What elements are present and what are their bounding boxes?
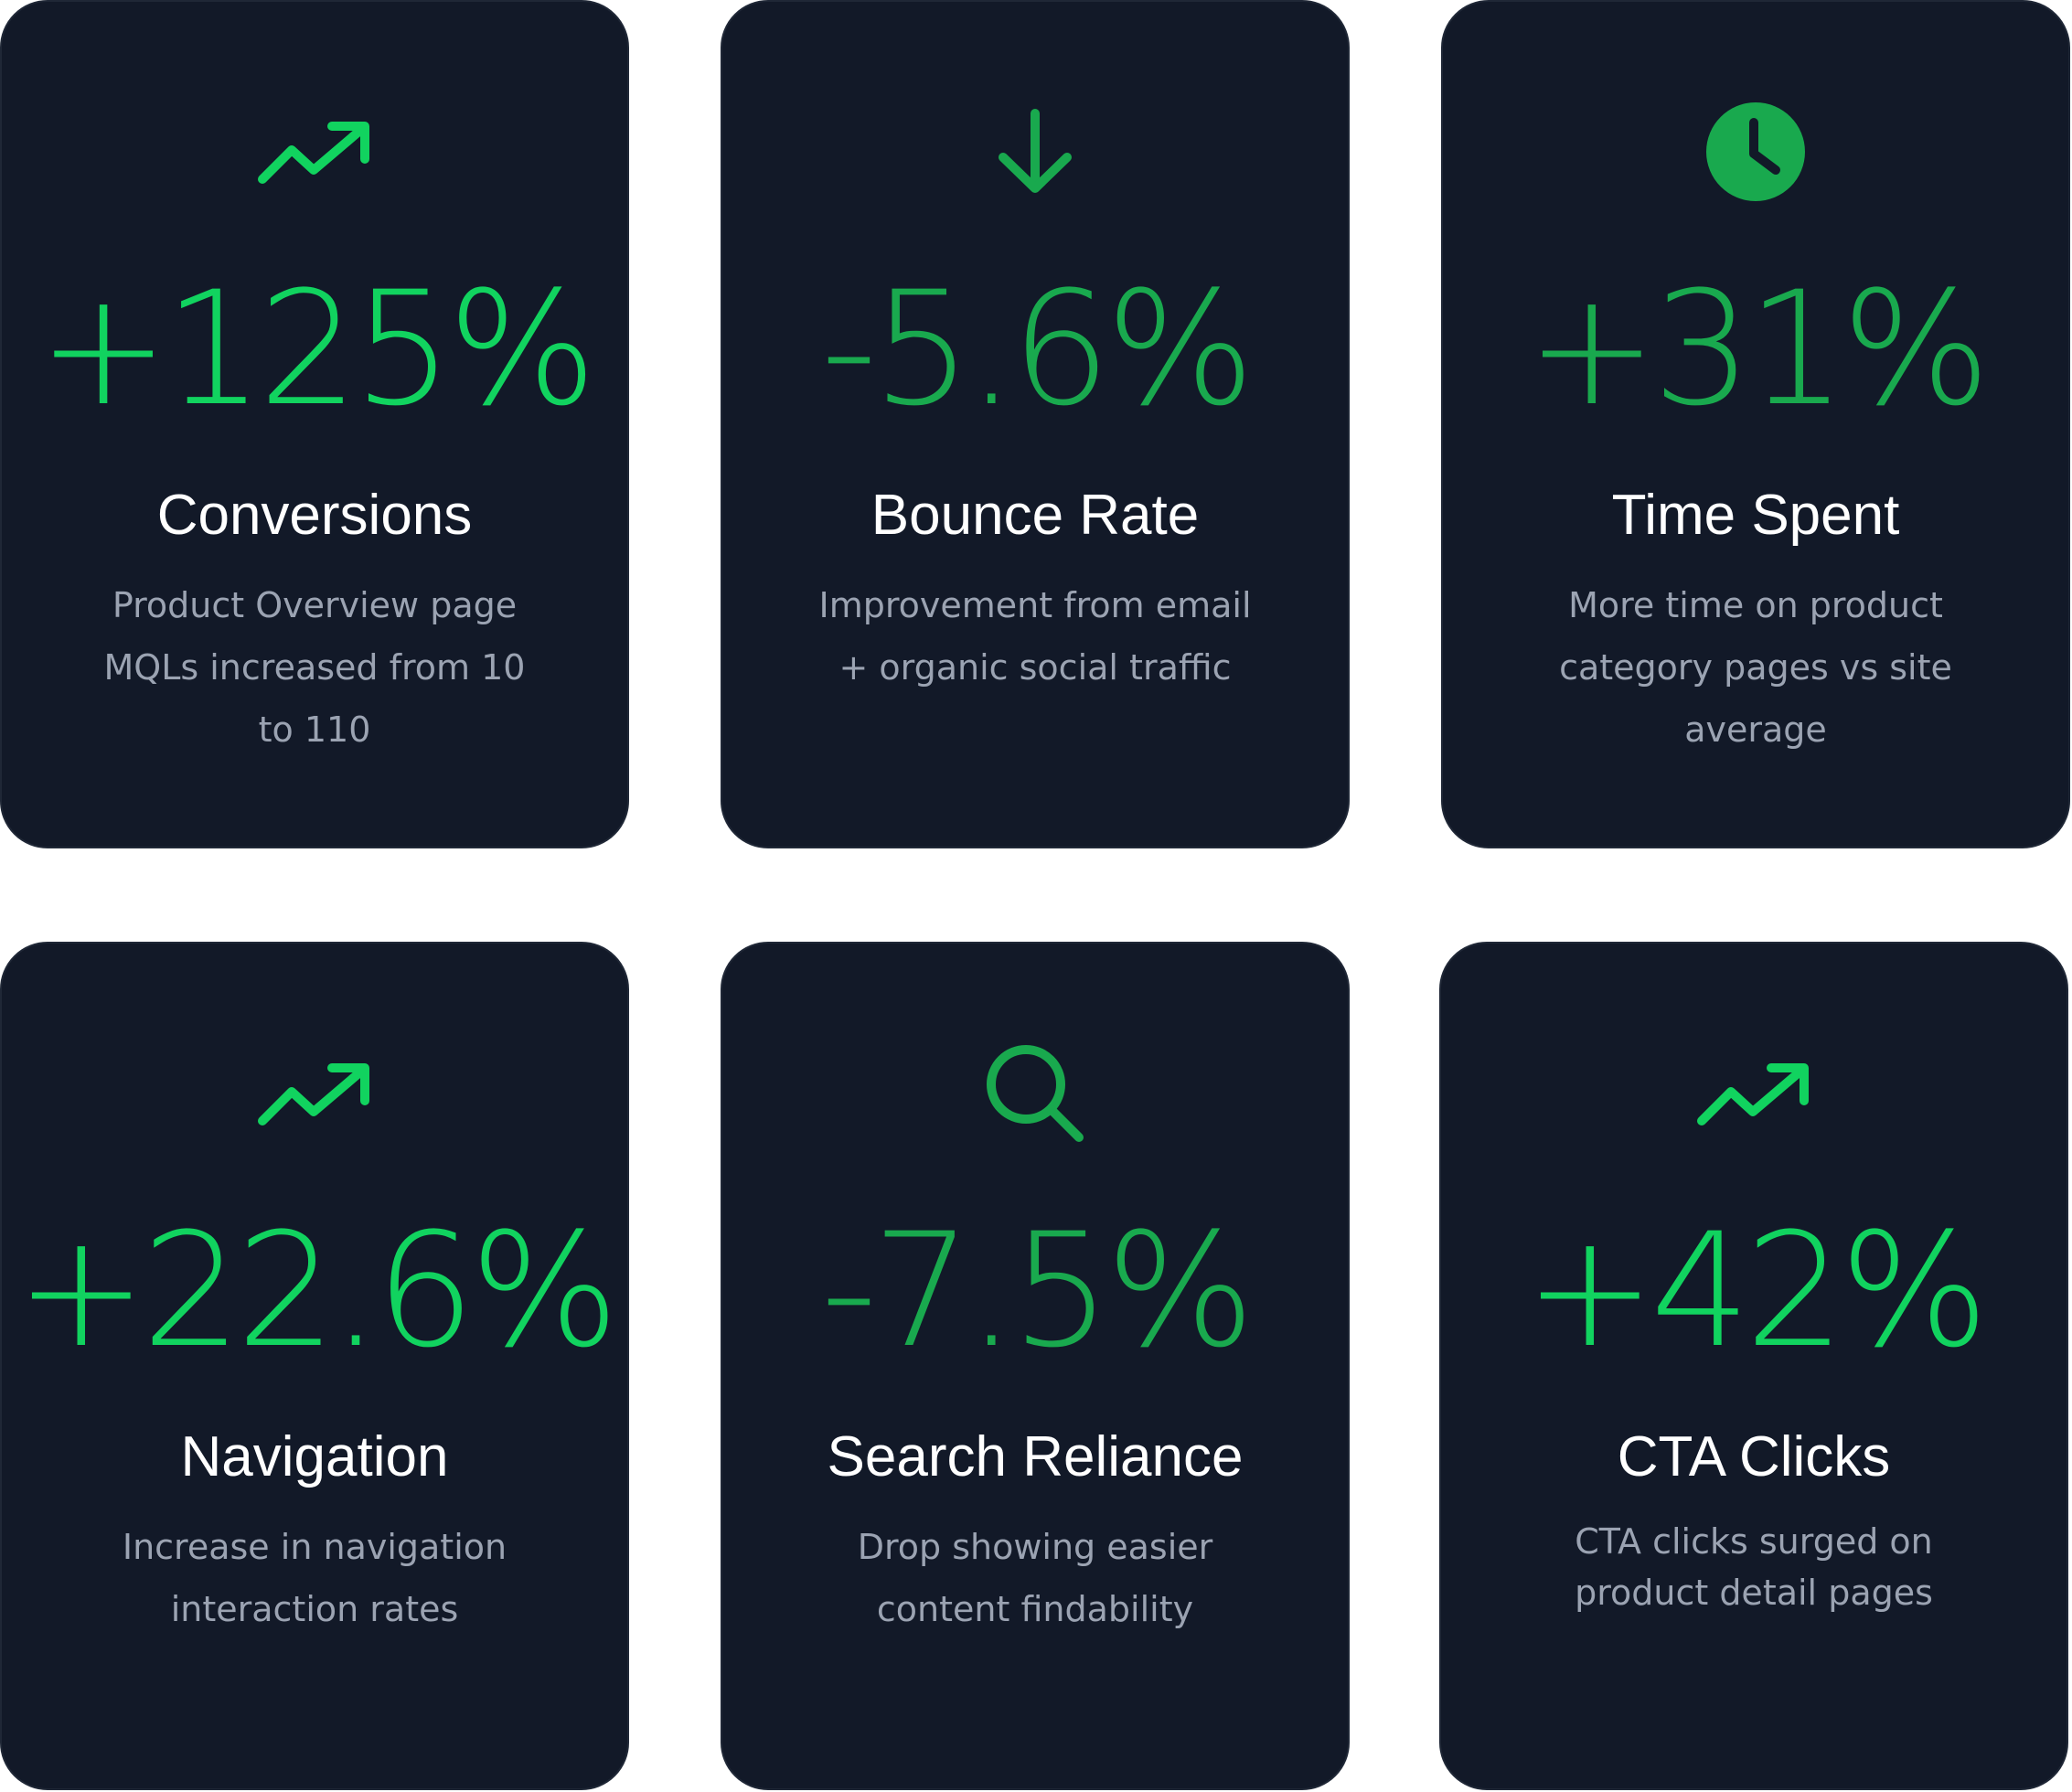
metric-description: Increase in navigation interaction rates (122, 1527, 507, 1629)
metric-label: Time Spent (1611, 484, 1900, 547)
metric-label: Bounce Rate (870, 484, 1200, 547)
metric-description: Drop showing easier content findability (857, 1527, 1213, 1629)
metric-value: +31% (1525, 257, 1991, 441)
trending-up-icon (251, 1039, 379, 1148)
metric-label: Search Reliance (827, 1425, 1244, 1488)
metric-description: More time on product category pages vs s… (1559, 585, 1952, 750)
metric-value: -5.6% (820, 257, 1255, 441)
clock-icon (1692, 97, 1820, 207)
metric-value: +125% (37, 257, 597, 441)
metric-value: +22.6% (15, 1199, 620, 1382)
metric-card-bounce-rate: -5.6% Bounce Rate Improvement from email… (721, 0, 1350, 848)
metric-description: Improvement from email + organic social … (818, 585, 1252, 688)
metric-card-conversions: +125% Conversions Product Overview page … (0, 0, 629, 848)
metric-card-search-reliance: -7.5% Search Reliance Drop showing easie… (721, 942, 1350, 1790)
metric-label: Conversions (156, 484, 473, 547)
metric-description: CTA clicks surged on product detail page… (1575, 1521, 1933, 1613)
arrow-down-icon (971, 97, 1099, 207)
metric-value: +42% (1523, 1199, 1989, 1382)
metric-description: Product Overview page MQLs increased fro… (103, 585, 526, 750)
trending-up-icon (1690, 1039, 1818, 1148)
metric-label: CTA Clicks (1617, 1425, 1891, 1488)
metric-card-time-spent: +31% Time Spent More time on product cat… (1441, 0, 2070, 848)
metric-card-navigation: +22.6% Navigation Increase in navigation… (0, 942, 629, 1790)
search-icon (971, 1039, 1099, 1148)
trending-up-icon (251, 97, 379, 207)
metric-label: Navigation (180, 1425, 449, 1488)
metric-value: -7.5% (820, 1199, 1255, 1382)
metric-card-cta-clicks: +42% CTA Clicks CTA clicks surged on pro… (1439, 942, 2068, 1790)
